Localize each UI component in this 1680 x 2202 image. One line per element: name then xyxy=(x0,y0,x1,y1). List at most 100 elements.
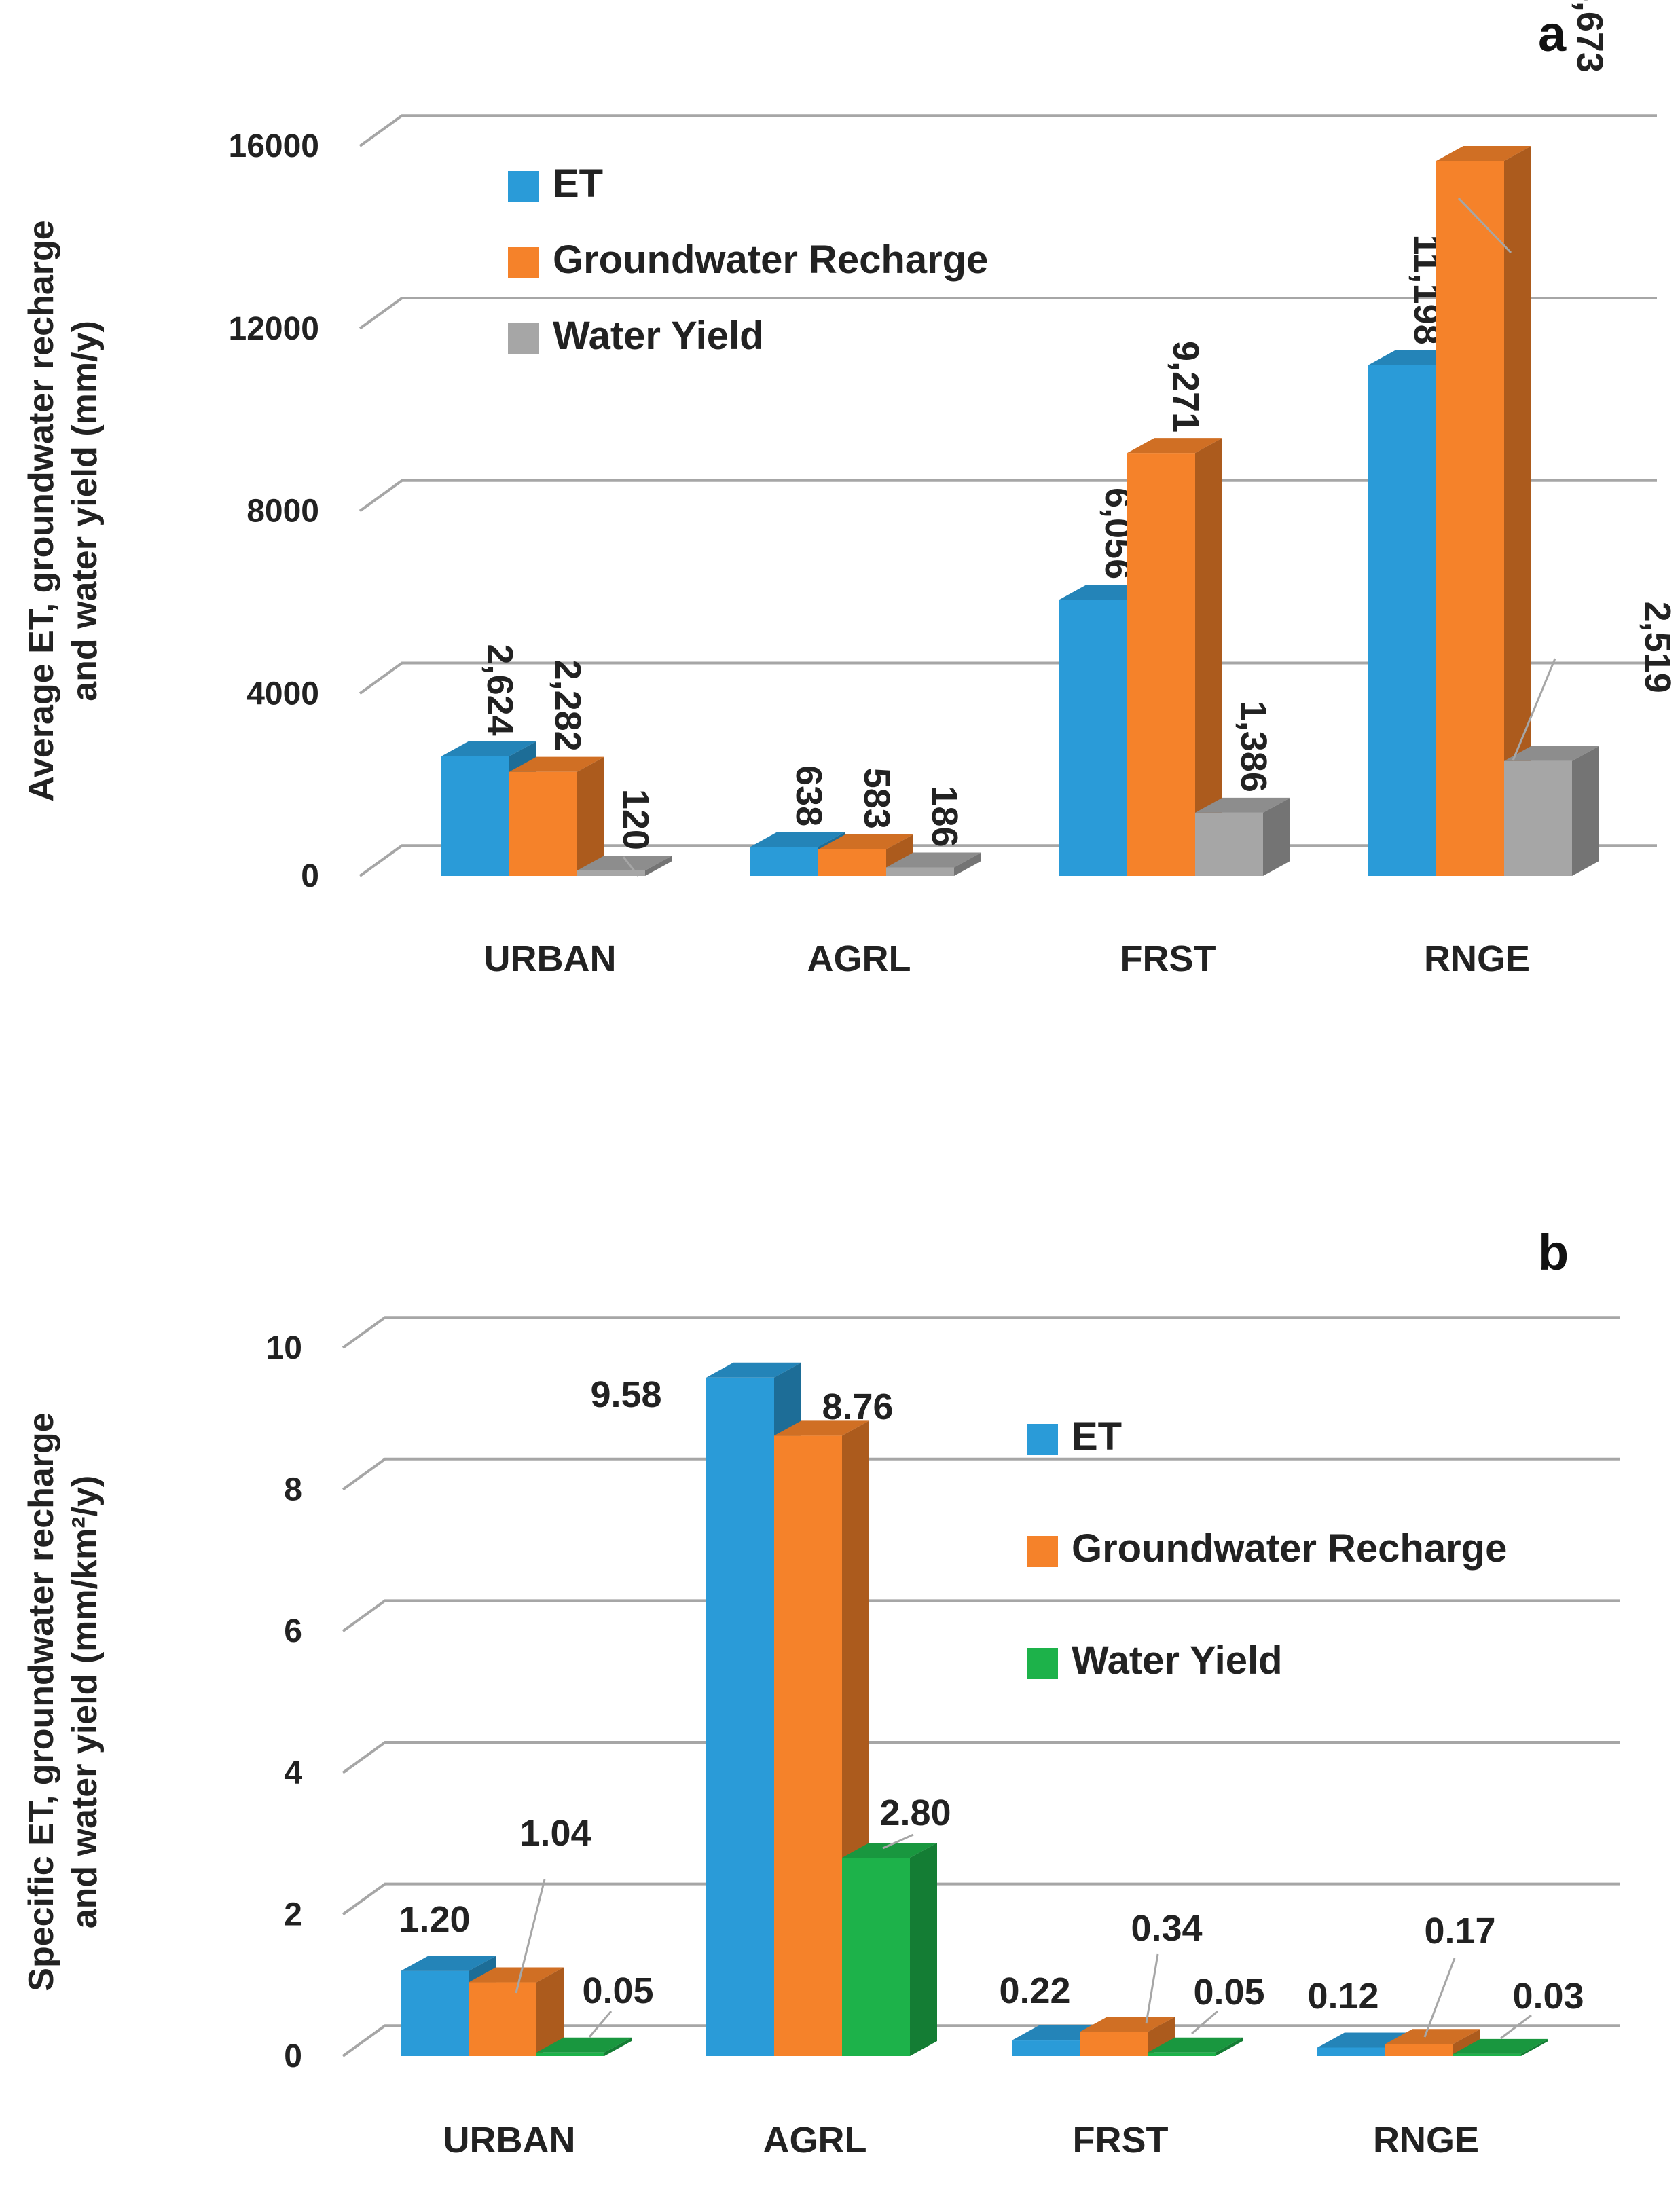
leader-line xyxy=(1423,1958,1456,2038)
data-label: 2,282 xyxy=(547,660,588,752)
bar-front xyxy=(842,1857,910,2056)
bar-front xyxy=(401,1970,469,2056)
leader-line xyxy=(1500,2014,1532,2040)
bar-top xyxy=(1385,2029,1480,2044)
data-label: 120 xyxy=(615,789,656,850)
bar-front xyxy=(1368,365,1436,876)
leader-line xyxy=(1191,2010,1218,2035)
bar xyxy=(577,855,672,876)
gridline xyxy=(342,2024,1620,2057)
data-label: 0.17 xyxy=(1424,1911,1495,1951)
bar-front xyxy=(1453,2053,1521,2056)
data-label: 1.20 xyxy=(399,1899,470,1940)
gridline xyxy=(359,114,1657,147)
y-tick-label: 0 xyxy=(284,2038,302,2074)
category-label: RNGE xyxy=(1424,938,1530,979)
bar-front xyxy=(818,849,886,876)
bar-top xyxy=(401,1956,496,1971)
data-label: 0.12 xyxy=(1307,1976,1378,2017)
legend-swatch xyxy=(508,247,539,278)
bar-front xyxy=(1127,453,1195,876)
bar-side xyxy=(1195,438,1222,876)
chart-a: 0 4000 8000 12000 16000 Average ET, groundwat… xyxy=(22,0,1678,979)
legend-entry: Groundwater Recharge xyxy=(553,238,988,282)
gridline xyxy=(359,661,1657,695)
legend-swatch xyxy=(1027,1424,1058,1455)
data-label: 0.22 xyxy=(999,1970,1070,2011)
bar-top xyxy=(1195,797,1290,813)
bar-front xyxy=(1012,2040,1080,2056)
gridline xyxy=(342,1741,1620,1774)
gridline xyxy=(342,1882,1620,1916)
category-label: FRST xyxy=(1120,938,1216,979)
bar xyxy=(469,1967,564,2056)
bar-front xyxy=(1385,2044,1453,2056)
bar-side xyxy=(1216,2037,1243,2056)
bar-top xyxy=(509,756,604,772)
bar-top xyxy=(842,1842,937,1858)
y-axis-label-line: Average ET, groundwater recharge xyxy=(22,220,61,801)
bar-top xyxy=(469,1967,564,1983)
y-tick-label: 10 xyxy=(266,1330,302,1366)
bar-front xyxy=(774,1435,842,2056)
y-axis-label: Average ET, groundwater recharge and wate… xyxy=(22,220,105,801)
bar-front xyxy=(1195,812,1263,876)
bar-side xyxy=(1504,145,1531,876)
data-label: 8.76 xyxy=(822,1387,893,1427)
bar-top xyxy=(1436,145,1531,161)
bar-front xyxy=(509,771,577,876)
bar-side xyxy=(1148,2017,1175,2056)
panel-label: b xyxy=(1538,1224,1569,1281)
gridline xyxy=(359,479,1657,513)
bar-side xyxy=(645,855,672,876)
bar-side xyxy=(1453,2029,1480,2056)
data-label: 2,624 xyxy=(479,644,520,736)
data-label: 1.04 xyxy=(519,1813,591,1854)
bar xyxy=(1127,438,1222,876)
bar xyxy=(509,756,604,876)
bar xyxy=(1436,145,1531,876)
bar-top xyxy=(750,832,845,847)
bar-top xyxy=(706,1362,801,1378)
bar-front xyxy=(1080,2032,1148,2056)
y-tick-label: 4 xyxy=(284,1755,302,1791)
bar-front xyxy=(1504,760,1572,876)
y-tick-label: 8 xyxy=(284,1472,302,1508)
data-label: 186 xyxy=(924,786,965,847)
legend-entry: Water Yield xyxy=(553,314,764,358)
legend-swatch xyxy=(1027,1536,1058,1567)
bar-front xyxy=(1148,2052,1216,2056)
gridline xyxy=(359,296,1657,330)
bar-top xyxy=(774,1420,869,1436)
bar-top xyxy=(1080,2017,1175,2032)
y-axis-label-line: and water yield (mm/km²/y) xyxy=(65,1475,105,1929)
y-tick-label: 12000 xyxy=(229,311,319,347)
bar-front xyxy=(1317,2047,1385,2056)
data-label: 0.34 xyxy=(1131,1908,1202,1949)
category-label: RNGE xyxy=(1373,2120,1479,2161)
y-tick-label: 0 xyxy=(301,858,319,894)
bar-top xyxy=(1504,746,1599,761)
bar-front xyxy=(577,870,645,876)
legend-entry: Water Yield xyxy=(1072,1638,1283,1683)
leader-line xyxy=(622,856,640,877)
data-label: 9,271 xyxy=(1165,341,1206,433)
bar xyxy=(842,1842,937,2056)
legend-swatch xyxy=(508,171,539,202)
category-label: AGRL xyxy=(763,2120,867,2161)
data-label: 0.05 xyxy=(1193,1972,1264,2013)
bar-top xyxy=(536,2037,632,2053)
data-label: 583 xyxy=(856,768,897,829)
bar xyxy=(1195,797,1290,876)
bar-front xyxy=(441,756,509,876)
bar-front xyxy=(750,847,818,876)
y-tick-label: 16000 xyxy=(229,128,319,164)
bar xyxy=(536,2037,632,2056)
leader-line xyxy=(515,1879,546,1994)
bar-side xyxy=(1572,746,1599,876)
y-axis-label: Specific ET, groundwater recharge and wat… xyxy=(22,1412,105,1991)
bar-top xyxy=(1148,2037,1243,2053)
bar xyxy=(1385,2029,1480,2056)
bar xyxy=(774,1420,869,2056)
